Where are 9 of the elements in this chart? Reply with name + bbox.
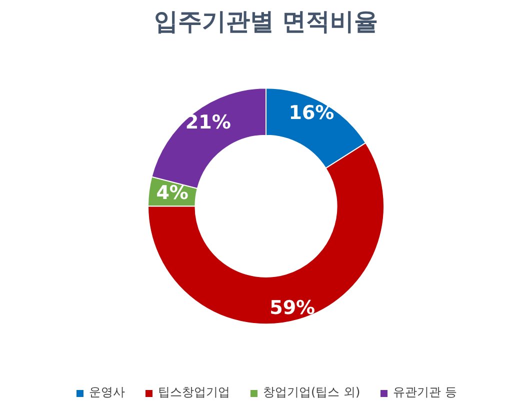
data-label: 16% xyxy=(288,102,334,124)
data-label: 4% xyxy=(156,182,188,204)
data-label: 59% xyxy=(270,296,316,319)
legend-label: 유관기관 등 xyxy=(393,384,458,401)
legend-label: 팁스창업기업 xyxy=(158,384,230,401)
data-label: 21% xyxy=(185,111,231,134)
chart-title: 입주기관별 면적비율 xyxy=(154,8,378,36)
legend-label: 운영사 xyxy=(88,384,125,401)
legend-label: 창업기업(팁스 외) xyxy=(262,384,360,401)
